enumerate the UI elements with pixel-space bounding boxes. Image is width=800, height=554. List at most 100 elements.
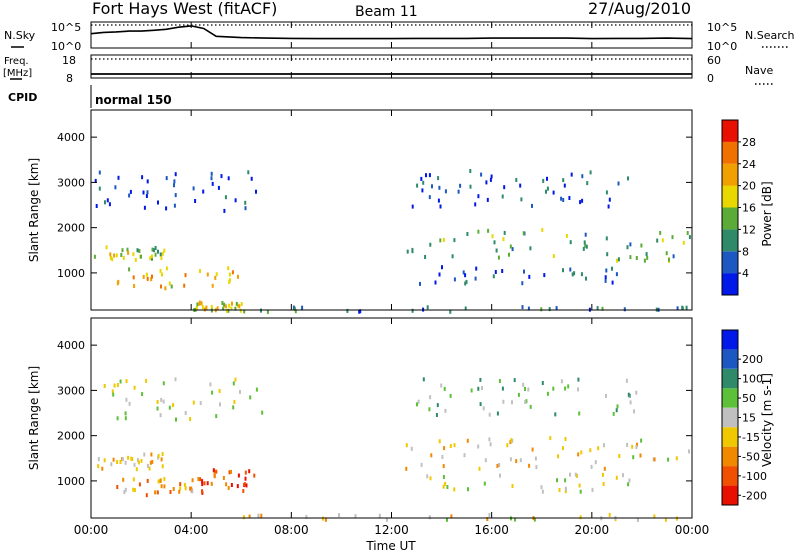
range-cell [581, 174, 584, 179]
range-cell [140, 458, 143, 463]
range-cell [162, 381, 165, 386]
range-cell [615, 408, 618, 413]
range-cell [154, 246, 157, 250]
time-axis: 00:00 04:00 08:00 12:00 16:00 20:00 00:00 [74, 22, 709, 537]
range-cell [98, 170, 101, 175]
range-cell [123, 490, 126, 495]
range-cell [453, 238, 456, 243]
range-cell [477, 229, 480, 234]
noise-panel: N.Sky 10^5 10^0 10^5 10^0 N.Search [4, 21, 795, 53]
range-cell [238, 304, 241, 309]
range-cell [124, 411, 127, 416]
range-cell [117, 175, 120, 180]
date-label: 27/Aug/2010 [588, 0, 691, 18]
nave-tick-top: 60 [707, 54, 721, 67]
range-cell [255, 189, 257, 194]
velocity-panel: 1000 2000 3000 4000 Slant Range [km] -200 -1… [27, 317, 774, 522]
velocity-y-axis-label: Slant Range [km] [27, 366, 41, 470]
range-cell [676, 306, 679, 311]
range-cell [474, 202, 477, 207]
range-cell [129, 189, 132, 194]
range-cell [138, 249, 141, 253]
range-cell [470, 388, 473, 393]
range-cell [444, 408, 447, 413]
range-cell [213, 474, 216, 479]
range-cell [604, 278, 607, 283]
range-cell [405, 466, 408, 471]
range-cell [466, 232, 469, 236]
range-cell [541, 381, 544, 385]
range-cell [169, 490, 172, 494]
freq-tick-top: 18 [62, 54, 76, 67]
velocity-y-ticks: 1000 2000 3000 4000 [57, 339, 692, 488]
range-cell [146, 276, 149, 281]
range-cell [109, 252, 112, 257]
velocity-colorbar: -200 -100 -50 -15 15 50 100 200 [721, 329, 767, 506]
range-cell [260, 513, 263, 518]
colorbar-tick-label: 28 [742, 136, 756, 149]
range-cell [511, 247, 514, 252]
range-cell [157, 249, 159, 254]
range-cell [489, 442, 492, 447]
range-cell [234, 377, 237, 382]
range-cell [346, 308, 349, 313]
range-cell [145, 194, 148, 198]
range-cell [437, 198, 440, 203]
range-cell [453, 277, 456, 282]
range-cell [216, 306, 219, 311]
range-cell [266, 309, 269, 314]
range-cell [161, 464, 164, 469]
range-cell [535, 465, 538, 470]
range-cell [227, 485, 230, 490]
range-cell [253, 473, 256, 478]
range-cell [301, 305, 304, 310]
range-cell [608, 197, 611, 202]
nsearch-label: N.Search [745, 29, 795, 42]
range-cell [142, 190, 145, 195]
range-cell [615, 272, 618, 277]
range-cell [439, 204, 442, 209]
range-cell [140, 254, 142, 259]
range-cell [103, 384, 106, 388]
range-cell [219, 402, 221, 407]
time-axis-label: Time UT [365, 539, 416, 553]
range-cell [210, 171, 213, 176]
range-cell [201, 482, 204, 487]
range-cell [490, 174, 493, 179]
noise-tick-top-left: 10^5 [51, 21, 81, 34]
range-cell [617, 257, 620, 262]
range-cell [179, 486, 182, 491]
range-cell [508, 252, 510, 257]
colorbar-tick-label: 200 [742, 353, 763, 366]
range-cell [488, 437, 491, 442]
range-cell [240, 302, 243, 306]
range-cell [681, 305, 684, 310]
range-cell [162, 399, 165, 404]
range-cell [243, 309, 246, 314]
range-cell [211, 390, 214, 395]
range-cell [121, 457, 124, 462]
colorbar-segment [722, 427, 738, 447]
range-cell [257, 514, 260, 518]
range-cell [145, 378, 148, 383]
range-cell [582, 246, 585, 251]
range-cell [411, 249, 414, 254]
range-cell [603, 443, 605, 448]
x-tick-label: 20:00 [575, 523, 610, 537]
range-cell [141, 175, 144, 180]
range-cell [120, 253, 123, 257]
range-cell [586, 181, 589, 186]
range-cell [110, 462, 113, 467]
range-cell [589, 448, 592, 453]
range-cell [569, 267, 572, 272]
range-cell [192, 186, 195, 191]
range-cell [132, 477, 135, 482]
range-cell [184, 486, 187, 491]
range-cell [212, 468, 215, 473]
range-cell [632, 455, 635, 460]
range-cell [428, 407, 431, 412]
range-cell [435, 413, 438, 417]
range-cell [150, 254, 153, 259]
range-cell [450, 514, 453, 519]
range-cell [444, 481, 447, 486]
